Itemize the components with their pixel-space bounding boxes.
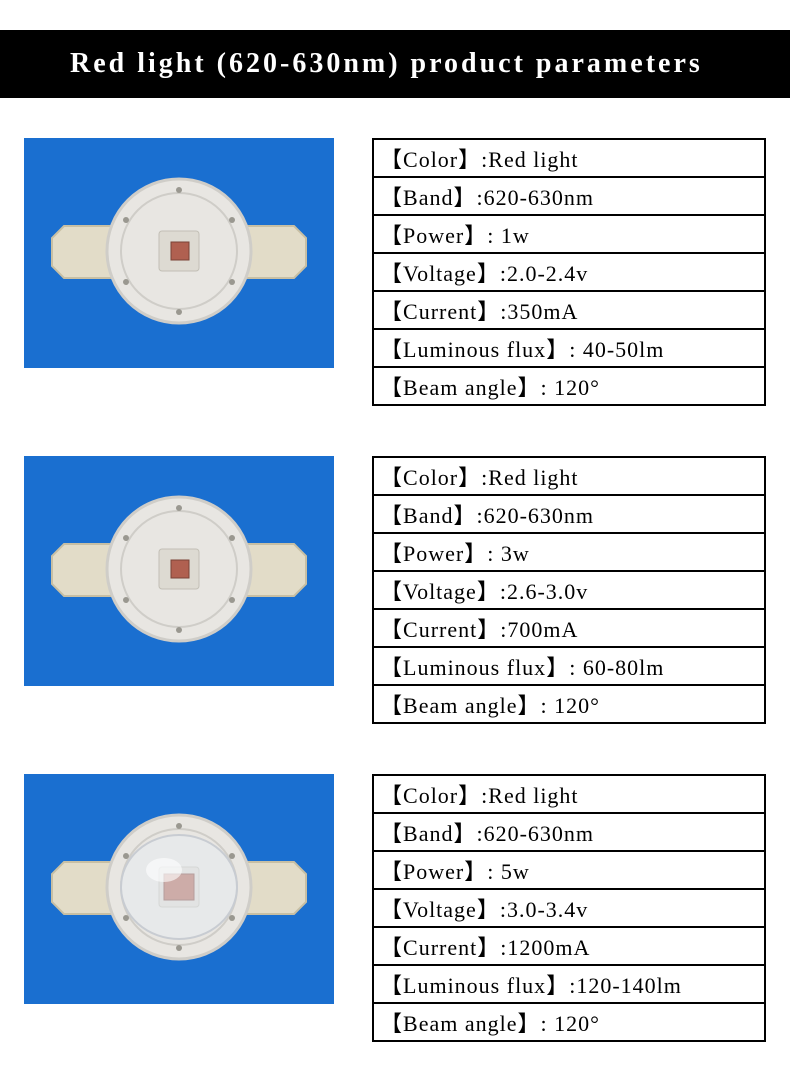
spec-value: 2.6-3.0v xyxy=(507,579,588,604)
table-row: 【Luminous flux】: 40-50lm xyxy=(373,329,765,367)
spec-label: Beam angle xyxy=(403,1011,517,1036)
table-row: 【Voltage】:2.6-3.0v xyxy=(373,571,765,609)
spec-label: Power xyxy=(403,541,464,566)
spec-value: 620-630nm xyxy=(484,185,594,210)
spec-label: Beam angle xyxy=(403,693,517,718)
spec-cell-beam_angle: 【Beam angle】: 120° xyxy=(373,1003,765,1041)
spec-cell-luminous_flux: 【Luminous flux】: 60-80lm xyxy=(373,647,765,685)
spec-value: 120-140lm xyxy=(576,973,682,998)
table-row: 【Luminous flux】: 60-80lm xyxy=(373,647,765,685)
page-title: Red light (620-630nm) product parameters xyxy=(0,30,790,98)
table-row: 【Color】:Red light xyxy=(373,457,765,495)
table-row: 【Band】:620-630nm xyxy=(373,495,765,533)
spec-value: 40-50lm xyxy=(576,337,664,362)
table-row: 【Luminous flux】:120-140lm xyxy=(373,965,765,1003)
table-row: 【Power】: 5w xyxy=(373,851,765,889)
spec-label: Luminous flux xyxy=(403,973,546,998)
table-row: 【Color】:Red light xyxy=(373,775,765,813)
spec-value: 120° xyxy=(548,693,600,718)
spec-cell-power: 【Power】: 3w xyxy=(373,533,765,571)
spec-value: 120° xyxy=(548,375,600,400)
spec-label: Power xyxy=(403,223,464,248)
table-row: 【Beam angle】: 120° xyxy=(373,685,765,723)
spec-value: 620-630nm xyxy=(484,503,594,528)
spec-value: 5w xyxy=(494,859,529,884)
spec-label: Voltage xyxy=(403,579,477,604)
spec-cell-current: 【Current】:700mA xyxy=(373,609,765,647)
product-image xyxy=(24,138,334,368)
product-row: 【Color】:Red light【Band】:620-630nm【Power】… xyxy=(24,456,766,724)
spec-value: 60-80lm xyxy=(576,655,664,680)
table-row: 【Beam angle】: 120° xyxy=(373,367,765,405)
spec-value: 1200mA xyxy=(507,935,590,960)
products-container: 【Color】:Red light【Band】:620-630nm【Power】… xyxy=(0,138,790,1042)
spec-value: 120° xyxy=(548,1011,600,1036)
spec-table: 【Color】:Red light【Band】:620-630nm【Power】… xyxy=(372,774,766,1042)
spec-cell-beam_angle: 【Beam angle】: 120° xyxy=(373,367,765,405)
table-row: 【Voltage】:3.0-3.4v xyxy=(373,889,765,927)
spec-cell-band: 【Band】:620-630nm xyxy=(373,495,765,533)
spec-cell-color: 【Color】:Red light xyxy=(373,457,765,495)
spec-cell-power: 【Power】: 1w xyxy=(373,215,765,253)
table-row: 【Current】:1200mA xyxy=(373,927,765,965)
spec-value: Red light xyxy=(488,783,578,808)
spec-label: Band xyxy=(403,821,453,846)
spec-label: Luminous flux xyxy=(403,655,546,680)
spec-value: 620-630nm xyxy=(484,821,594,846)
table-row: 【Current】:700mA xyxy=(373,609,765,647)
spec-value: Red light xyxy=(488,465,578,490)
spec-cell-band: 【Band】:620-630nm xyxy=(373,177,765,215)
table-row: 【Band】:620-630nm xyxy=(373,177,765,215)
table-row: 【Band】:620-630nm xyxy=(373,813,765,851)
table-row: 【Color】:Red light xyxy=(373,139,765,177)
table-row: 【Power】: 1w xyxy=(373,215,765,253)
spec-label: Band xyxy=(403,503,453,528)
spec-cell-voltage: 【Voltage】:2.0-2.4v xyxy=(373,253,765,291)
spec-value: Red light xyxy=(488,147,578,172)
spec-label: Band xyxy=(403,185,453,210)
spec-cell-power: 【Power】: 5w xyxy=(373,851,765,889)
spec-cell-voltage: 【Voltage】:3.0-3.4v xyxy=(373,889,765,927)
spec-label: Beam angle xyxy=(403,375,517,400)
table-row: 【Beam angle】: 120° xyxy=(373,1003,765,1041)
spec-label: Power xyxy=(403,859,464,884)
spec-table: 【Color】:Red light【Band】:620-630nm【Power】… xyxy=(372,456,766,724)
table-row: 【Current】:350mA xyxy=(373,291,765,329)
spec-label: Current xyxy=(403,935,477,960)
spec-value: 1w xyxy=(494,223,529,248)
product-row: 【Color】:Red light【Band】:620-630nm【Power】… xyxy=(24,138,766,406)
spec-label: Color xyxy=(403,465,458,490)
spec-cell-color: 【Color】:Red light xyxy=(373,775,765,813)
product-row: 【Color】:Red light【Band】:620-630nm【Power】… xyxy=(24,774,766,1042)
spec-value: 2.0-2.4v xyxy=(507,261,588,286)
spec-label: Color xyxy=(403,783,458,808)
spec-cell-current: 【Current】:1200mA xyxy=(373,927,765,965)
spec-cell-current: 【Current】:350mA xyxy=(373,291,765,329)
spec-label: Color xyxy=(403,147,458,172)
spec-value: 3.0-3.4v xyxy=(507,897,588,922)
spec-cell-luminous_flux: 【Luminous flux】: 40-50lm xyxy=(373,329,765,367)
product-image xyxy=(24,456,334,686)
spec-label: Current xyxy=(403,299,477,324)
spec-label: Voltage xyxy=(403,261,477,286)
table-row: 【Power】: 3w xyxy=(373,533,765,571)
spec-cell-band: 【Band】:620-630nm xyxy=(373,813,765,851)
spec-value: 700mA xyxy=(507,617,578,642)
spec-value: 3w xyxy=(494,541,529,566)
spec-cell-color: 【Color】:Red light xyxy=(373,139,765,177)
spec-cell-voltage: 【Voltage】:2.6-3.0v xyxy=(373,571,765,609)
product-image xyxy=(24,774,334,1004)
spec-cell-luminous_flux: 【Luminous flux】:120-140lm xyxy=(373,965,765,1003)
spec-table: 【Color】:Red light【Band】:620-630nm【Power】… xyxy=(372,138,766,406)
spec-label: Voltage xyxy=(403,897,477,922)
spec-label: Luminous flux xyxy=(403,337,546,362)
spec-label: Current xyxy=(403,617,477,642)
spec-cell-beam_angle: 【Beam angle】: 120° xyxy=(373,685,765,723)
table-row: 【Voltage】:2.0-2.4v xyxy=(373,253,765,291)
spec-value: 350mA xyxy=(507,299,578,324)
